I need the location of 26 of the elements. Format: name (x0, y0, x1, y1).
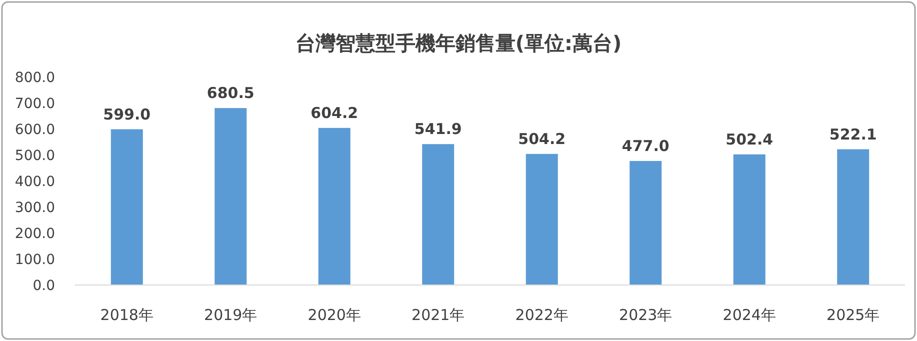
y-tick-label: 600.0 (14, 122, 55, 138)
data-label: 504.2 (518, 130, 566, 148)
x-tick-label: 2025年 (826, 306, 880, 324)
x-tick-label: 2018年 (100, 306, 154, 324)
y-tick-label: 400.0 (14, 174, 55, 190)
y-tick-label: 0.0 (32, 278, 55, 294)
data-label: 680.5 (206, 84, 254, 102)
y-tick-label: 300.0 (14, 200, 55, 216)
y-tick-label: 500.0 (14, 148, 55, 164)
y-tick-label: 100.0 (14, 252, 55, 268)
y-tick-label: 200.0 (14, 226, 55, 242)
data-label: 599.0 (103, 105, 151, 124)
x-tick-label: 2023年 (619, 306, 672, 324)
data-label: 541.9 (414, 120, 462, 138)
x-tick-label: 2022年 (515, 306, 568, 324)
x-tick-label: 2021年 (412, 306, 465, 324)
data-label: 502.4 (726, 130, 774, 148)
data-label: 522.1 (829, 125, 877, 144)
x-tick-label: 2020年 (308, 306, 361, 324)
data-label: 604.2 (310, 104, 358, 122)
y-tick-label: 800.0 (14, 70, 55, 86)
y-tick-label: 700.0 (14, 96, 55, 112)
x-tick-label: 2019年 (204, 306, 258, 324)
data-label: 477.0 (622, 136, 670, 155)
title: 台灣智慧型手機年銷售量(單位:萬台) (295, 31, 622, 55)
x-tick-label: 2024年 (722, 306, 776, 324)
